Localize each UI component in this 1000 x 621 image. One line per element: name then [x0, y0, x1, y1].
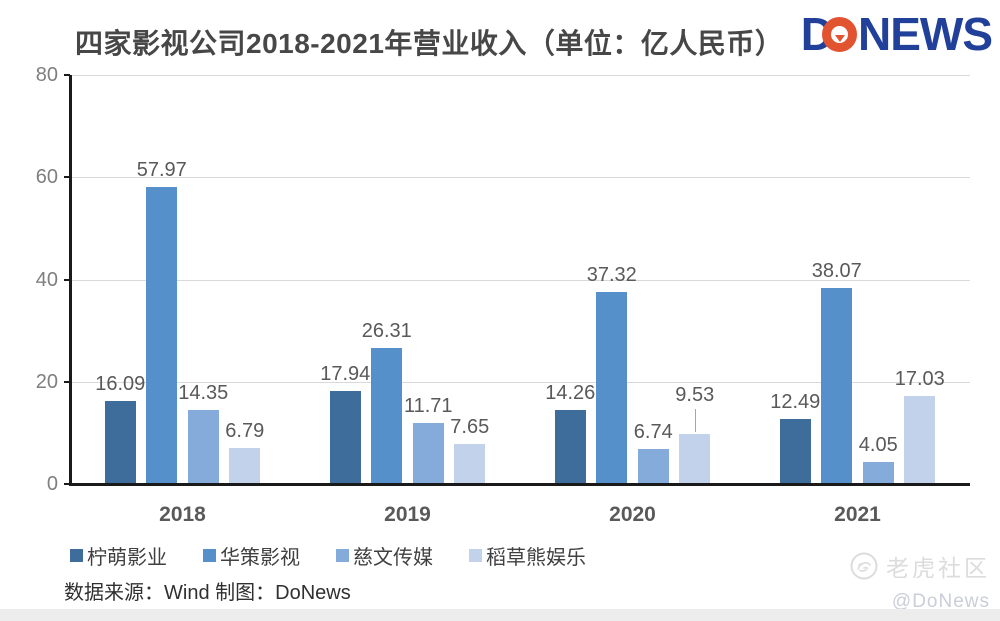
bar-value-label-柠萌影业-2020: 14.26 [545, 382, 596, 405]
gridline-80 [70, 75, 970, 76]
legend-item-慈文传媒: 慈文传媒 [336, 541, 433, 570]
y-axis-line [69, 75, 72, 486]
bar-value-label-慈文传媒-2021: 4.05 [858, 434, 898, 457]
bar-value-label-华策影视-2019: 26.31 [361, 320, 412, 343]
bar-柠萌影业-2021 [779, 419, 811, 483]
bar-value-label-柠萌影业-2021: 12.49 [770, 391, 821, 414]
y-axis-tick-40 [64, 278, 70, 281]
bar-华策影视-2018 [146, 186, 178, 483]
bar-value-label-慈文传媒-2020: 6.74 [633, 420, 673, 443]
legend-label: 稻草熊娱乐 [486, 547, 586, 569]
label-leader-line-稻草熊娱乐-2020 [694, 409, 696, 433]
bar-慈文传媒-2020 [637, 448, 669, 483]
y-axis-tick-20 [64, 380, 70, 383]
legend-item-华策影视: 华策影视 [203, 541, 300, 570]
legend-swatch-icon [203, 549, 216, 562]
bar-稻草熊娱乐-2018 [229, 448, 261, 483]
legend-item-稻草熊娱乐: 稻草熊娱乐 [469, 541, 586, 570]
legend-swatch-icon [70, 549, 83, 562]
bar-稻草熊娱乐-2019 [454, 443, 486, 483]
bar-慈文传媒-2019 [412, 423, 444, 483]
y-axis-tick-0 [64, 483, 70, 485]
legend-item-柠萌影业: 柠萌影业 [70, 541, 167, 570]
watermark-handle: @DoNews [891, 591, 990, 612]
logo-letters-news: NEWS [858, 8, 993, 60]
bar-value-label-稻草熊娱乐-2019: 7.65 [450, 415, 490, 438]
y-axis-label-60: 60 [35, 166, 58, 189]
y-axis-label-40: 40 [35, 268, 58, 291]
bar-柠萌影业-2019 [329, 391, 361, 483]
tiger-icon [850, 552, 878, 580]
bar-value-label-柠萌影业-2019: 17.94 [320, 363, 371, 386]
gridline-20 [70, 381, 970, 383]
legend-swatch-icon [336, 549, 349, 562]
bar-value-label-慈文传媒-2019: 11.71 [403, 395, 453, 418]
legend-label: 慈文传媒 [353, 547, 433, 569]
bar-柠萌影业-2020 [554, 410, 586, 483]
gridline-40 [70, 279, 970, 281]
bar-华策影视-2021 [821, 288, 853, 483]
bar-value-label-稻草熊娱乐-2021: 17.03 [894, 367, 945, 390]
y-axis-label-20: 20 [35, 370, 58, 393]
x-axis-label-2018: 2018 [159, 503, 206, 526]
bar-慈文传媒-2021 [862, 462, 894, 483]
bar-慈文传媒-2018 [187, 409, 219, 483]
y-axis-label-0: 0 [46, 473, 58, 495]
source-credit-line: 数据来源：Wind 制图：DoNews [64, 582, 351, 604]
bar-value-label-稻草熊娱乐-2020: 9.53 [675, 384, 715, 407]
y-axis-tick-80 [64, 74, 70, 76]
bar-value-label-华策影视-2018: 57.97 [136, 158, 187, 181]
bar-value-label-慈文传媒-2018: 14.35 [178, 381, 229, 404]
y-axis-label-80: 80 [35, 64, 58, 86]
tiger-community-watermark: 老虎社区 [850, 549, 990, 583]
x-axis-label-2019: 2019 [384, 503, 431, 526]
legend-label: 柠萌影业 [87, 547, 167, 569]
y-axis-tick-60 [64, 176, 70, 179]
bar-华策影视-2020 [596, 292, 628, 483]
bottom-strip [0, 609, 1000, 621]
x-axis-line [69, 483, 970, 486]
legend-label: 华策影视 [220, 547, 300, 569]
bar-value-label-柠萌影业-2018: 16.09 [95, 372, 146, 395]
gridline-60 [70, 177, 970, 179]
bar-柠萌影业-2018 [104, 400, 136, 483]
bar-稻草熊娱乐-2020 [679, 434, 711, 483]
bar-华策影视-2019 [371, 348, 403, 483]
x-axis-label-2020: 2020 [609, 503, 656, 526]
donews-logo: D NEWS [801, 8, 993, 60]
bar-稻草熊娱乐-2021 [904, 395, 936, 483]
logo-o-icon [822, 16, 857, 52]
chart-title: 四家影视公司2018-2021年营业收入（单位：亿人民币） [75, 28, 784, 59]
x-axis-label-2021: 2021 [834, 503, 881, 526]
chart-legend: 柠萌影业 华策影视 慈文传媒 稻草熊娱乐 [70, 541, 622, 570]
bar-value-label-稻草熊娱乐-2018: 6.79 [225, 420, 265, 443]
legend-swatch-icon [469, 549, 482, 562]
watermark-community-label: 老虎社区 [886, 555, 990, 581]
bar-value-label-华策影视-2020: 37.32 [586, 264, 637, 287]
bar-value-label-华策影视-2021: 38.07 [811, 260, 862, 283]
